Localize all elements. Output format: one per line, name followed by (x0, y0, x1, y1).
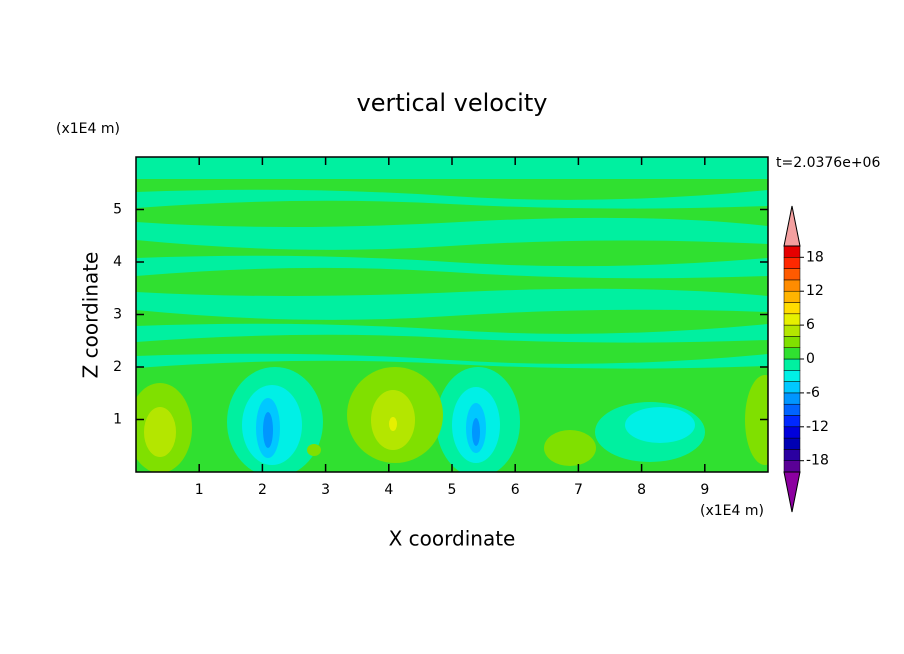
colorbar-band (783, 313, 801, 326)
x-tick-label: 3 (321, 482, 330, 498)
y-tick-label: 2 (113, 359, 122, 375)
colorbar-band (783, 460, 801, 473)
colorbar-tick-label: 6 (806, 317, 815, 333)
colorbar-band (783, 370, 801, 382)
contour-field (136, 157, 768, 472)
colorbar-band (783, 268, 801, 281)
colorbar-tick-label: 18 (806, 249, 824, 265)
colorbar-band (783, 437, 801, 450)
x-tick-label: 8 (637, 482, 646, 498)
colorbar-under (783, 471, 801, 513)
colorbar-band (783, 381, 801, 394)
y-tick-label: 4 (113, 254, 122, 270)
x-tick-label: 6 (511, 482, 520, 498)
colorbar-tick-label: -6 (806, 385, 820, 401)
colorbar-band (783, 403, 801, 416)
colorbar-over (783, 205, 801, 247)
colorbar-band (783, 426, 801, 439)
x-tick-label: 5 (448, 482, 457, 498)
colorbar-tick-label: 0 (806, 351, 815, 367)
colorbar-band (783, 245, 801, 258)
colorbar-band (783, 279, 801, 292)
y-axis-label: Z coordinate (79, 252, 103, 379)
x-tick-label: 2 (258, 482, 267, 498)
colorbar-band (783, 415, 801, 428)
colorbar-band (783, 392, 801, 405)
colorbar-band (783, 324, 801, 337)
x-axis-label: X coordinate (389, 527, 516, 551)
y-tick-label: 1 (113, 412, 122, 428)
x-tick-label: 9 (700, 482, 709, 498)
colorbar-tick-label: -18 (806, 453, 829, 469)
x-tick-label: 7 (574, 482, 583, 498)
colorbar-band (783, 358, 801, 371)
x-unit: (x1E4 m) (700, 503, 764, 519)
colorbar-band (783, 449, 801, 461)
chart-title: vertical velocity (357, 89, 548, 117)
colorbar-band (783, 336, 801, 348)
y-tick-label: 3 (113, 307, 122, 323)
x-tick-label: 1 (195, 482, 204, 498)
y-unit: (x1E4 m) (56, 121, 120, 137)
annotation: t=2.0376e+06 (776, 155, 880, 171)
colorbar-band (783, 302, 801, 315)
colorbar-band (783, 257, 801, 269)
colorbar-band (783, 347, 801, 360)
y-tick-label: 5 (113, 202, 122, 218)
x-tick-label: 4 (384, 482, 393, 498)
colorbar-tick-label: 12 (806, 283, 824, 299)
colorbar-tick-label: -12 (806, 419, 829, 435)
colorbar-band (783, 290, 801, 303)
